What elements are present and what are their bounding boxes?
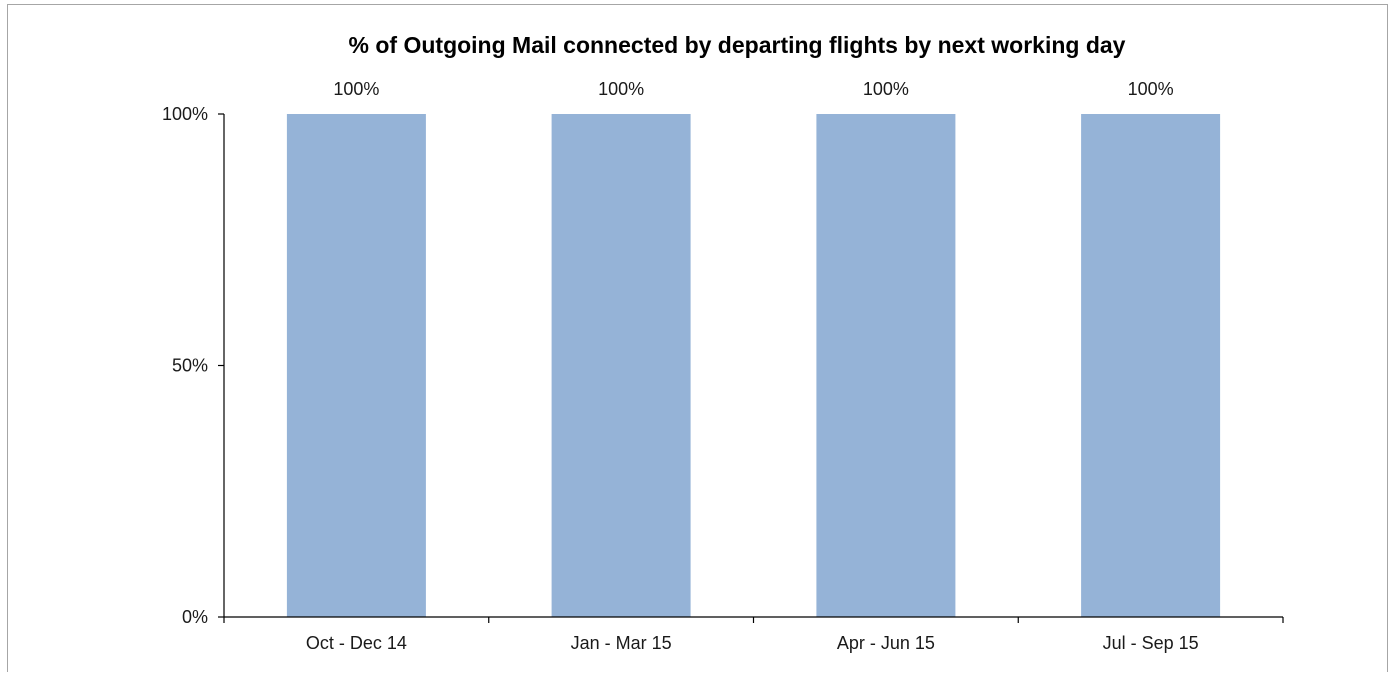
x-tick-label: Apr - Jun 15: [837, 633, 935, 653]
bar: [551, 114, 691, 617]
y-tick-label: 50%: [172, 356, 208, 376]
bar: [1081, 114, 1221, 617]
plot-area: 100% 100% 100% 100% 0% 50% 100% Oct - Dec 14 Jan…: [162, 79, 1284, 653]
x-tick-label: Jan - Mar 15: [571, 633, 672, 653]
y-tick-label: 100%: [162, 104, 208, 124]
data-label: 100%: [333, 79, 379, 99]
data-label: 100%: [863, 79, 909, 99]
y-tick-label: 0%: [182, 607, 208, 627]
x-tick-label: Jul - Sep 15: [1103, 633, 1199, 653]
bar: [816, 114, 956, 617]
data-label: 100%: [598, 79, 644, 99]
x-tick-label: Oct - Dec 14: [306, 633, 407, 653]
bar: [286, 114, 426, 617]
data-label: 100%: [1128, 79, 1174, 99]
chart-title: % of Outgoing Mail connected by departin…: [349, 32, 1126, 58]
